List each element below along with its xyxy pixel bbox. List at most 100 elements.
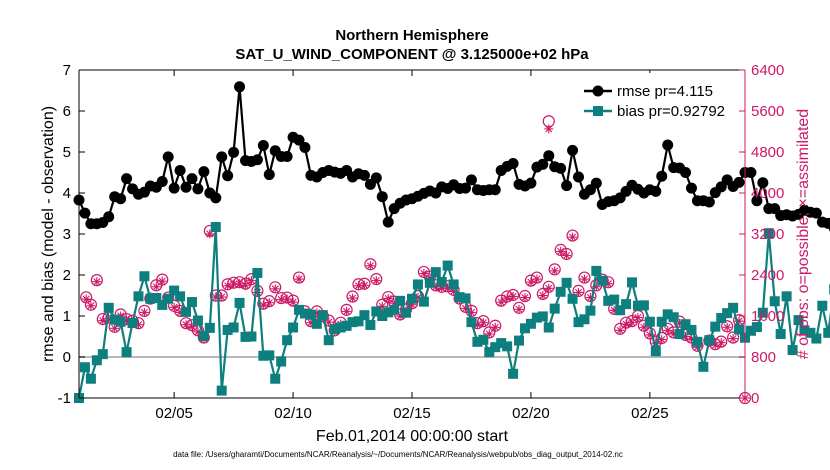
bias-point [757, 307, 768, 318]
asterisk-stroke [343, 307, 351, 315]
rmse-point [251, 154, 263, 166]
asterisk-stroke [420, 269, 428, 278]
rmse-point [561, 180, 573, 192]
rmse-point [465, 174, 477, 186]
asterisk-stroke [99, 317, 107, 325]
obs-assimilated-point [478, 318, 488, 328]
asterisk-stroke [271, 285, 279, 293]
bias-point [680, 319, 691, 330]
asterisk-stroke [616, 326, 624, 334]
bias-point [549, 303, 560, 314]
bias-point [775, 329, 786, 340]
bias-point [276, 356, 287, 367]
bias-point [656, 316, 667, 327]
rmse-point [156, 176, 168, 188]
rmse-point [281, 151, 293, 163]
obs-assimilated-point [86, 301, 96, 311]
bias-point [353, 316, 364, 327]
bias-point [323, 335, 334, 346]
obs-assimilated-point [716, 338, 726, 348]
y-left-tick-label: 0 [63, 349, 71, 366]
obs-assimilated-point [342, 306, 352, 316]
obs-assimilated-point [241, 280, 250, 290]
asterisk-stroke [658, 336, 666, 344]
asterisk-stroke [247, 277, 256, 285]
rmse-point [382, 216, 394, 228]
legend-bias-marker [593, 106, 603, 116]
bias-point [288, 322, 299, 333]
bias-point [145, 293, 156, 304]
asterisk-stroke [580, 275, 589, 283]
asterisk-stroke [152, 283, 160, 291]
legend: rmse pr=4.115 bias pr=0.92792 [578, 73, 736, 121]
y-left-tick-label: 6 [63, 103, 71, 120]
bias-point [97, 349, 108, 360]
rmse-point [216, 151, 228, 163]
rmse-point [573, 171, 584, 183]
bias-point [496, 338, 507, 349]
x-axis-label: Feb.01,2014 00:00:00 start [316, 428, 509, 445]
asterisk-stroke [360, 281, 368, 289]
bias-point [442, 260, 453, 271]
bias-point [157, 299, 168, 310]
bias-point [365, 320, 376, 331]
bias-point [91, 355, 102, 366]
asterisk-stroke [545, 125, 553, 133]
rmse-point [293, 134, 305, 146]
x-tick-label: 02/05 [155, 405, 193, 422]
y-right-tick-label: 6400 [751, 62, 784, 79]
rmse-point [257, 139, 269, 151]
legend-bias-label: bias pr=0.92792 [617, 103, 725, 120]
rmse-point [210, 192, 222, 204]
bias-point [823, 327, 830, 338]
bias-point [734, 324, 745, 335]
bias-point [270, 373, 281, 384]
bias-point [127, 317, 138, 328]
x-tick-label: 02/20 [512, 405, 550, 422]
obs-assimilated-point [579, 274, 589, 284]
bias-point [603, 295, 614, 306]
bias-point [805, 327, 816, 338]
bias-point [299, 308, 310, 319]
rmse-point [460, 182, 472, 194]
y-right-tick-label: 800 [751, 349, 776, 366]
y-axis-label-right: # of obs: o=possible; ×=assimilated [795, 109, 812, 359]
legend-rmse-label: rmse pr=4.115 [617, 83, 713, 100]
bias-point [591, 265, 602, 276]
bias-point [704, 335, 715, 346]
rmse-point [192, 183, 204, 195]
obs-assimilated-point [550, 266, 560, 276]
asterisk-stroke [140, 308, 148, 316]
asterisk-stroke [515, 305, 523, 313]
chart-title: Northern Hemisphere [335, 27, 488, 44]
bias-point [478, 334, 489, 345]
bias-point [793, 315, 804, 326]
obs-assimilated-point [371, 276, 381, 286]
rmse-point [685, 182, 697, 194]
rmse-point [745, 167, 757, 178]
bias-point [412, 279, 423, 290]
asterisk-stroke [82, 295, 90, 303]
bias-point [466, 317, 477, 328]
bias-point [490, 342, 501, 353]
obs-assimilated-point [288, 297, 298, 307]
bias-point [204, 322, 215, 333]
bias-point [252, 267, 263, 278]
legend-rmse-marker [592, 85, 604, 97]
bias-point [186, 297, 197, 308]
rmse-point [525, 177, 537, 189]
rmse-point [680, 167, 692, 178]
bias-point [169, 285, 180, 296]
obs-assimilated-point [359, 280, 369, 290]
bias-point [514, 335, 525, 346]
bias-point [728, 302, 739, 313]
bias-point [454, 292, 465, 303]
obs-assimilated-point [544, 283, 554, 293]
bias-point [377, 311, 388, 321]
obs-assimilated-point [538, 291, 548, 300]
rmse-point [79, 207, 91, 219]
obs-assimilated-point [365, 261, 375, 271]
asterisk-stroke [479, 319, 487, 327]
bias-point [282, 335, 293, 346]
